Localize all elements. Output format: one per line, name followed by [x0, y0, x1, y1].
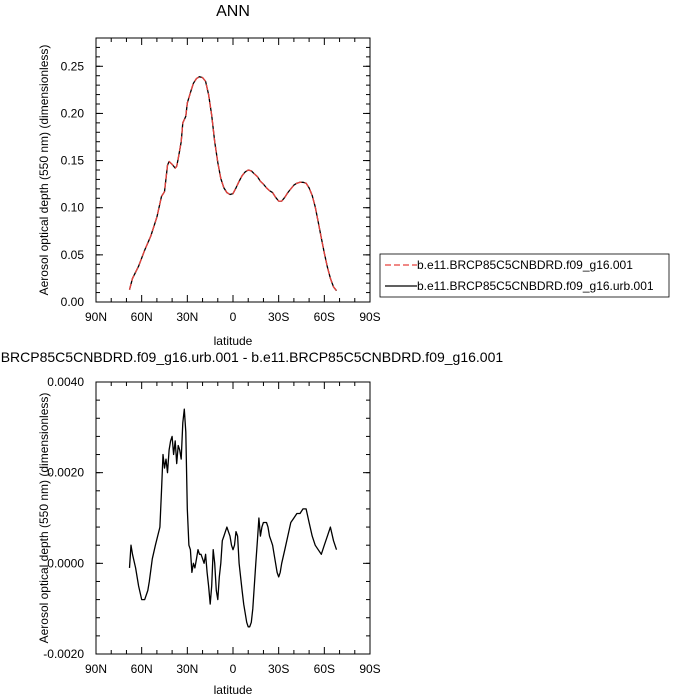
- top-x-tick-label: 90N: [85, 310, 107, 324]
- top-y-tick-label: 0.10: [61, 201, 85, 215]
- bottom-series-line-0: [128, 408, 338, 628]
- legend-entry-series-1: b.e11.BRCP85C5CNBDRD.f09_g16.urb.001: [417, 279, 654, 293]
- top-x-tick-label: 90S: [359, 310, 380, 324]
- top-y-tick-label: 0.20: [61, 106, 85, 120]
- legend-box: [379, 253, 670, 298]
- top-x-axis-label: latitude: [214, 334, 253, 348]
- bottom-x-tick-label: 30S: [268, 662, 289, 676]
- top-title: ANN: [216, 3, 250, 20]
- top-series-line-0: [128, 76, 338, 292]
- top-y-tick-label: 0.25: [61, 59, 85, 73]
- bottom-y-tick-label: -0.0020: [43, 647, 84, 661]
- top-y-tick-label: 0.05: [61, 248, 85, 262]
- bottom-x-tick-label: 60S: [314, 662, 335, 676]
- bottom-y-tick-label: 0.0000: [47, 556, 84, 570]
- top-x-tick-label: 60N: [131, 310, 153, 324]
- legend: b.e11.BRCP85C5CNBDRD.f09_g16.001 b.e11.B…: [379, 253, 670, 298]
- top-series-lines: [128, 76, 338, 292]
- bottom-y-axis-label: Aerosol optical depth (550 nm) (dimensio…: [37, 393, 51, 644]
- top-plot-frame: [95, 37, 371, 303]
- bottom-x-tick-label: 60N: [131, 662, 153, 676]
- top-y-tick-label: 0.00: [61, 295, 85, 309]
- bottom-x-tick-label: 90N: [85, 662, 107, 676]
- bottom-y-tick-label: 0.0020: [47, 466, 84, 480]
- bottom-x-axis-label: latitude: [214, 683, 253, 697]
- top-y-axis-label: Aerosol optical depth (550 nm) (dimensio…: [37, 45, 51, 296]
- bottom-y-tick-label: 0.0040: [47, 375, 84, 389]
- bottom-x-tick-label: 0: [230, 662, 237, 676]
- top-y-ticks: 0.00 0.05 0.10 0.15 0.20 0.25: [61, 37, 370, 309]
- top-series-line-1: [128, 76, 338, 292]
- bottom-title: b.e11.BRCP85C5CNBDRD.f09_g16.urb.001 - b…: [0, 349, 503, 365]
- top-panel: ANN 90N 60N 30N 0 30S 60S 90S 0.00 0.05 0.10 0.15…: [37, 3, 670, 348]
- top-x-ticks: 90N 60N 30N 0 30S 60S 90S: [85, 38, 381, 324]
- bottom-y-ticks: -0.0020 0.0000 0.0020 0.0040: [43, 375, 370, 661]
- top-y-tick-label: 0.15: [61, 154, 85, 168]
- legend-entry-series-0: b.e11.BRCP85C5CNBDRD.f09_g16.001: [417, 258, 633, 272]
- bottom-x-tick-label: 90S: [359, 662, 380, 676]
- top-x-tick-label: 60S: [314, 310, 335, 324]
- bottom-plot-frame: [95, 381, 371, 655]
- top-x-tick-label: 0: [230, 310, 237, 324]
- bottom-series-lines: [128, 408, 338, 628]
- bottom-x-ticks: 90N 60N 30N 0 30S 60S 90S: [85, 382, 381, 676]
- bottom-x-tick-label: 30N: [176, 662, 198, 676]
- top-x-tick-label: 30S: [268, 310, 289, 324]
- top-x-tick-label: 30N: [176, 310, 198, 324]
- bottom-panel: b.e11.BRCP85C5CNBDRD.f09_g16.urb.001 - b…: [0, 349, 503, 697]
